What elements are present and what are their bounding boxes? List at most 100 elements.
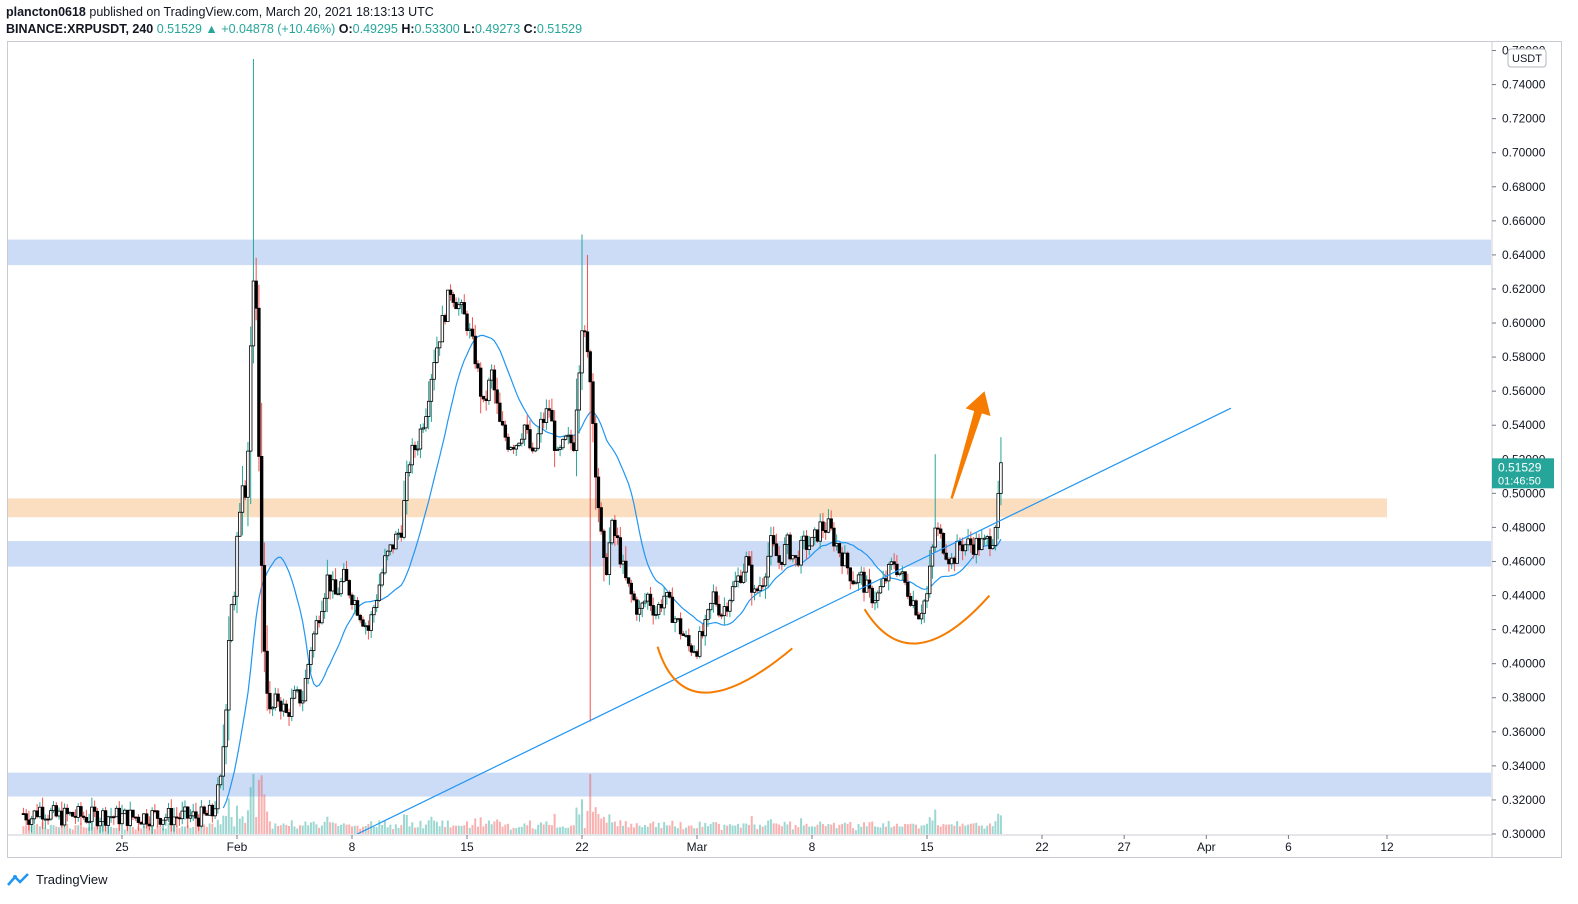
volume-bar	[657, 822, 660, 834]
candle-body	[311, 633, 316, 651]
candle-body	[60, 810, 64, 826]
volume-bar	[167, 823, 170, 834]
candle-body	[944, 552, 948, 560]
volume-bar	[581, 799, 583, 834]
candle-body	[153, 810, 157, 813]
volume-bar	[548, 824, 551, 834]
candle-body	[684, 635, 688, 637]
candle-body	[98, 821, 102, 827]
candle-body	[303, 677, 308, 702]
candle-body	[240, 485, 245, 513]
candle-body	[199, 806, 204, 827]
tradingview-logo-icon[interactable]	[6, 872, 30, 887]
candle-body	[991, 545, 995, 550]
candle-body	[150, 810, 154, 827]
low-value: 0.49273	[475, 22, 521, 36]
volume-bar	[997, 813, 1000, 834]
volume-bar	[504, 824, 507, 834]
volume-bar	[572, 825, 575, 834]
close-value: 0.51529	[536, 22, 583, 36]
volume-bar	[539, 822, 542, 834]
volume-bar	[961, 823, 964, 834]
volume-bar	[348, 824, 351, 834]
volume-bar	[597, 814, 600, 834]
volume-bar	[871, 821, 874, 834]
symbol-label: BINANCE:XRPUSDT, 240	[6, 22, 154, 36]
volume-bar	[753, 824, 756, 834]
footer-brand[interactable]: TradingView	[36, 872, 108, 887]
volume-bar	[85, 827, 88, 834]
volume-bar	[449, 827, 452, 834]
volume-bar	[290, 820, 293, 834]
author-name[interactable]: plancton0618	[6, 5, 86, 19]
volume-bar	[463, 825, 466, 834]
candle-body	[514, 445, 518, 450]
volume-bar	[654, 827, 657, 834]
candle-body	[558, 447, 562, 450]
volume-bar	[162, 828, 165, 834]
volume-bar	[244, 822, 247, 834]
candle-body	[585, 331, 590, 353]
candle-body	[593, 423, 598, 478]
candle-body	[205, 812, 209, 816]
price-tick-label: 0.36000	[1502, 725, 1546, 739]
candle-body	[448, 289, 453, 295]
volume-bar	[123, 829, 126, 834]
candle-body	[892, 561, 896, 565]
candles	[21, 59, 1003, 834]
candle-body	[380, 572, 384, 586]
support-zone-bottom	[8, 772, 1491, 797]
volume-bar	[498, 821, 501, 834]
volume-bar	[58, 827, 61, 834]
volume-bar	[25, 825, 28, 834]
candle-body	[881, 578, 885, 587]
volume-bar	[496, 819, 499, 834]
volume-bar	[175, 825, 178, 834]
volume-bar	[652, 821, 655, 834]
candle-body	[468, 328, 472, 331]
volume-bar	[709, 823, 712, 834]
volume-bar	[526, 825, 529, 834]
volume-bar	[813, 826, 816, 834]
volume-bar	[769, 819, 772, 834]
candle-body	[123, 809, 127, 815]
candle-body	[900, 571, 905, 574]
candle-body	[733, 580, 738, 588]
volume-bar	[263, 794, 266, 834]
volume-bar	[909, 823, 912, 834]
candle-body	[331, 579, 335, 592]
volume-bar	[68, 828, 71, 834]
candle-body	[813, 529, 817, 538]
candle-body	[246, 450, 250, 498]
candle-body	[344, 568, 349, 581]
candle-body	[895, 563, 899, 576]
volume-bar	[934, 809, 937, 834]
volume-bar	[192, 827, 195, 834]
volume-bar	[326, 816, 329, 834]
volume-bar	[186, 825, 189, 834]
candle-body	[435, 347, 439, 363]
candle-body	[470, 328, 475, 337]
candle-body	[788, 534, 792, 560]
volume-bar	[208, 823, 211, 834]
volume-bar	[947, 824, 950, 834]
candle-body	[654, 614, 658, 616]
volume-bar	[715, 822, 718, 834]
candle-body	[478, 367, 483, 397]
volume-bar	[561, 826, 564, 834]
volume-bar	[266, 811, 269, 834]
candle-body	[175, 816, 179, 819]
volume-bar	[635, 823, 638, 834]
candle-body	[172, 816, 176, 826]
volume-bar	[507, 823, 510, 834]
volume-bar	[542, 824, 545, 834]
candle-body	[457, 304, 461, 310]
candle-body	[306, 664, 310, 679]
volume-bar	[953, 825, 956, 834]
candle-body	[933, 527, 937, 548]
candle-body	[646, 593, 650, 602]
candle-body	[528, 429, 532, 449]
volume-bar	[616, 826, 619, 834]
volume-bar	[882, 823, 885, 834]
